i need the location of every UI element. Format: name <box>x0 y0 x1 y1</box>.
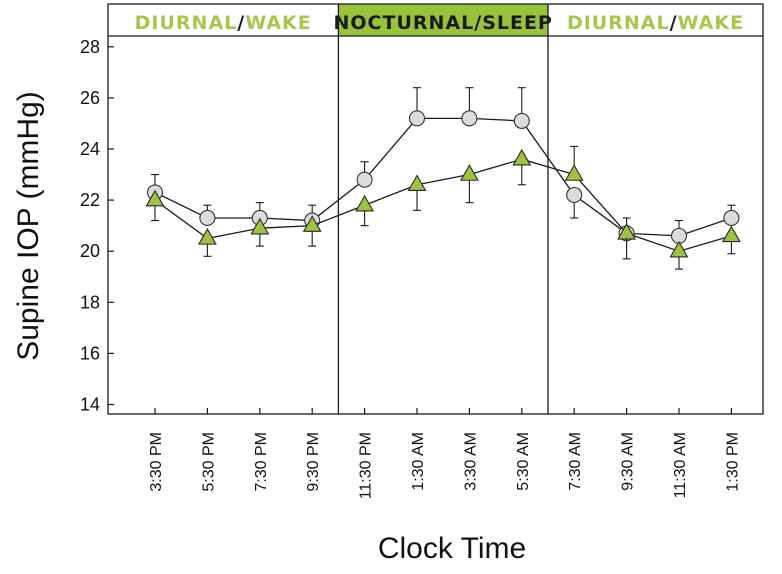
y-tick-label: 22 <box>80 190 100 210</box>
series-line <box>154 117 732 237</box>
band-label-b: WAKE <box>245 12 312 34</box>
data-point-triangle <box>302 215 322 232</box>
data-point-triangle <box>669 240 689 258</box>
tick-labels: 14 16 18 20 22 24 26 28 3:30 PM 5:30 PM 7:30 PM 9:3… <box>80 37 741 499</box>
band-label-a: DIURNAL <box>135 12 238 34</box>
data-point-circle <box>723 209 740 227</box>
y-tick-label: 28 <box>80 37 100 57</box>
data-point-triangle <box>617 222 637 240</box>
band-label-b: WAKE <box>678 12 745 34</box>
band-label-b: SLEEP <box>482 12 553 34</box>
y-tick-label: 20 <box>80 241 100 261</box>
band-label-sep: / <box>474 12 482 34</box>
x-tick-label: 9:30 PM <box>305 432 322 492</box>
band-label: NOCTURNAL/SLEEP <box>334 12 553 34</box>
x-tick-label: 11:30 PM <box>358 432 375 499</box>
data-point-circle <box>356 171 373 188</box>
data-point-triangle <box>459 164 479 181</box>
y-tick-label: 14 <box>80 395 100 415</box>
data-point-triangle <box>564 164 584 181</box>
data-point-triangle <box>512 148 532 166</box>
y-tick-label: 16 <box>80 343 100 363</box>
y-tick-label: 26 <box>80 88 100 108</box>
data-point-circle <box>199 209 216 227</box>
data-point-circle <box>408 110 426 127</box>
phase-bands: DIURNAL/WAKE NOCTURNAL/SLEEP DIURNAL/WAKE <box>135 4 744 414</box>
x-tick-label: 7:30 PM <box>253 432 270 492</box>
band-label: DIURNAL/WAKE <box>135 12 312 34</box>
data-point-triangle <box>197 228 217 245</box>
series-line <box>154 158 732 252</box>
x-tick-label: 3:30 AM <box>462 432 479 491</box>
band-label-sep: / <box>670 12 678 34</box>
data-point-circle <box>461 110 478 127</box>
data-point-triangle <box>145 189 165 207</box>
x-tick-label: 5:30 AM <box>515 432 532 491</box>
band-label: DIURNAL/WAKE <box>567 12 744 34</box>
data-point-circle <box>566 186 583 204</box>
x-tick-label: 7:30 AM <box>567 432 584 491</box>
band-label-sep: / <box>237 12 245 34</box>
data-point-triangle <box>250 217 270 235</box>
plot-frame <box>107 3 764 415</box>
x-tick-label: 11:30 AM <box>672 432 689 498</box>
x-tick-label: 5:30 PM <box>200 432 217 492</box>
x-tick-label: 1:30 PM <box>724 432 741 492</box>
series-circle <box>146 87 740 244</box>
x-tick-label: 1:30 AM <box>410 432 427 491</box>
data-point-triangle <box>721 225 741 243</box>
data-point-triangle <box>407 174 427 192</box>
axes <box>107 3 764 415</box>
y-tick-label: 18 <box>80 292 100 312</box>
series-triangle <box>145 145 741 270</box>
x-tick-label: 3:30 PM <box>148 432 165 492</box>
band-label-a: DIURNAL <box>567 12 670 34</box>
data-point-circle <box>513 112 530 129</box>
series <box>145 87 741 270</box>
y-tick-label: 24 <box>80 139 100 159</box>
data-point-triangle <box>355 194 375 212</box>
x-tick-label: 9:30 AM <box>620 432 637 491</box>
band-header-highlight <box>338 4 548 36</box>
x-axis-title: Clock Time <box>378 532 526 565</box>
band-label-a: NOCTURNAL <box>334 12 475 34</box>
y-axis-title: Supine IOP (mmHg) <box>12 91 45 361</box>
